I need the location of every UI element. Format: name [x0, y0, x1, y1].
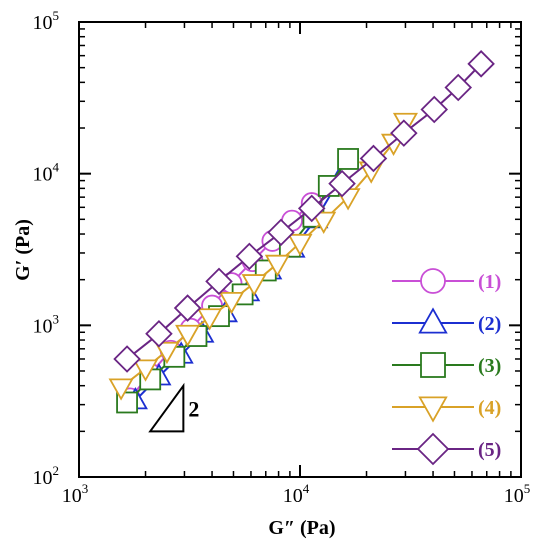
- data-point: [235, 242, 264, 271]
- data-point: [328, 169, 356, 198]
- data-point: [390, 119, 418, 147]
- data-point: [467, 50, 495, 78]
- x-tick-label: 104: [283, 481, 310, 507]
- legend-label: (1): [478, 271, 501, 293]
- y-tick-label: 104: [33, 160, 60, 186]
- data-point: [287, 233, 313, 257]
- data-point: [113, 345, 141, 373]
- y-axis-title: G′ (Pa): [12, 219, 34, 281]
- legend-item-2: (2): [392, 307, 501, 335]
- data-point: [108, 378, 134, 401]
- data-point: [267, 218, 295, 247]
- legend-label: (3): [478, 355, 501, 377]
- data-point: [337, 148, 359, 170]
- data-point: [154, 341, 180, 365]
- x-tick-label: 103: [62, 481, 89, 507]
- x-tick-label: 105: [504, 481, 531, 507]
- x-axis-title: G″ (Pa): [268, 517, 335, 539]
- data-point: [297, 194, 326, 223]
- legend-marker: [420, 268, 446, 294]
- data-point: [311, 211, 337, 234]
- legend-marker: [416, 432, 450, 466]
- legend-item-4: (4): [392, 396, 501, 423]
- legend-label: (5): [478, 439, 501, 461]
- legend-label: (2): [478, 313, 501, 335]
- data-point: [205, 267, 233, 296]
- y-tick-label: 105: [33, 8, 60, 34]
- legend-item-1: (1): [392, 268, 501, 294]
- legend-marker: [420, 352, 446, 378]
- data-point: [132, 359, 159, 382]
- legend-item-3: (3): [392, 352, 501, 378]
- legend-label: (4): [478, 397, 501, 419]
- legend-marker: [418, 307, 448, 334]
- data-point: [420, 95, 449, 124]
- y-tick-label: 103: [33, 311, 60, 337]
- data-point: [218, 291, 245, 315]
- legend-item-5: (5): [392, 432, 501, 466]
- slope-label: 2: [188, 397, 199, 422]
- legend-marker: [418, 396, 448, 423]
- data-point: [173, 294, 202, 322]
- data-point: [145, 319, 173, 348]
- slope-triangle: [148, 382, 185, 433]
- data-point: [175, 324, 201, 348]
- data-point: [197, 308, 223, 331]
- data-point: [264, 254, 290, 278]
- data-point: [241, 274, 267, 297]
- series-5: [113, 50, 495, 373]
- y-tick-label: 102: [33, 463, 60, 489]
- data-point: [359, 144, 388, 173]
- data-point: [444, 73, 473, 102]
